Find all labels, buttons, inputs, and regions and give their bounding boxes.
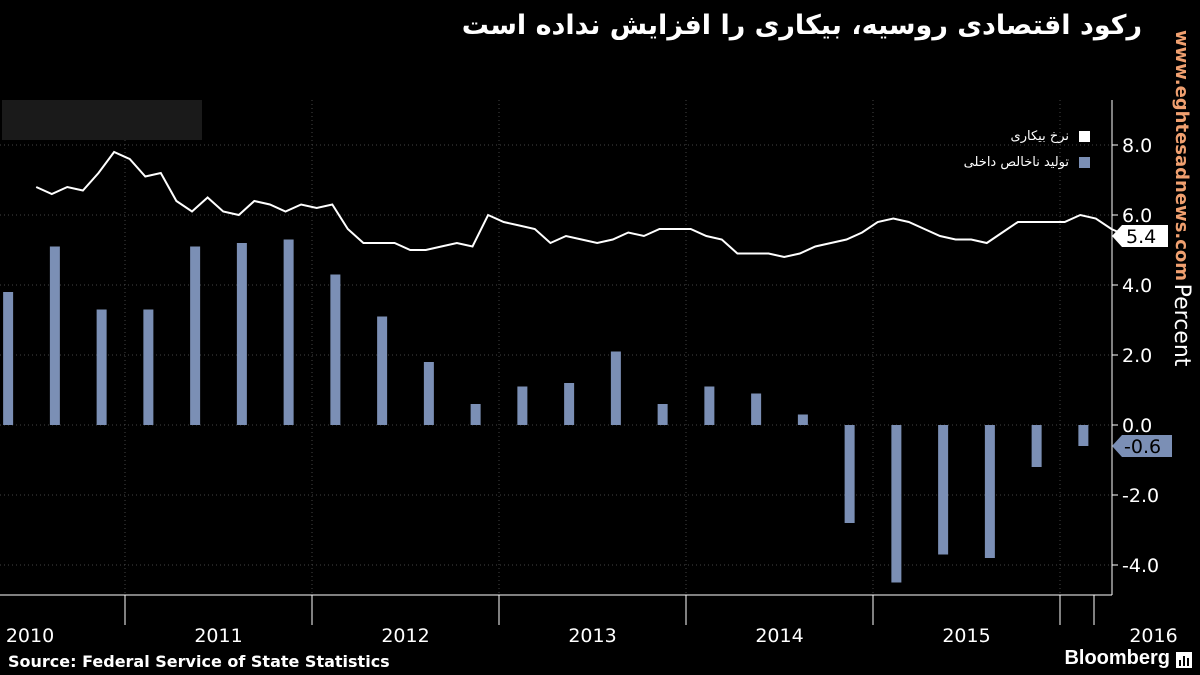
legend-label-gdp: تولید ناخالص داخلی (963, 154, 1069, 170)
gdp-bars (3, 239, 1089, 583)
year-label-2013: 2013 (568, 625, 616, 647)
legend-swatch-gdp (1079, 156, 1090, 168)
gdp-bar-2012-Q2 (377, 316, 388, 425)
y-axis: 8.0 6.0 4.0 2.0 0.0 -2.0 -4.0 (1111, 100, 1159, 595)
y-tick-label: -2.0 (1122, 485, 1159, 507)
gdp-bar-2013-Q4 (657, 404, 668, 425)
legend-swatch-unemployment (1079, 130, 1090, 142)
gdp-bar-2015-Q4 (1031, 425, 1042, 467)
y-tick-label: 6.0 (1122, 205, 1152, 227)
gdp-bar-2014-Q4 (844, 425, 855, 523)
gdp-bar-2011-Q1 (143, 309, 154, 425)
y-axis-label: Percent (1169, 284, 1194, 367)
legend-label-unemployment: نرخ بیکاری (1010, 128, 1069, 144)
gdp-bar-2014-Q2 (751, 393, 762, 425)
gdp-bar-2013-Q1 (517, 386, 528, 425)
gdp-bar-2016-Q1 (1078, 425, 1089, 446)
legend-item-gdp: تولید ناخالص داخلی (964, 149, 1090, 175)
gdp-bar-2013-Q3 (610, 351, 621, 425)
gdp-bar-2011-Q2 (190, 246, 201, 425)
y-tick-label: 4.0 (1122, 275, 1152, 297)
gdp-bar-2010-Q2 (3, 292, 14, 425)
unemployment-last-tag (1112, 225, 1168, 247)
gdp-bar-2015-Q1 (891, 425, 902, 583)
legend: نرخ بیکاری تولید ناخالص داخلی (964, 123, 1090, 175)
x-axis: 2010 2011 2012 2013 2014 2015 2016 (0, 594, 1178, 647)
gdp-bar-2014-Q3 (797, 414, 808, 425)
y-tick-label: 8.0 (1122, 135, 1152, 157)
gdp-bar-2012-Q3 (423, 362, 434, 425)
watermark: www.eghtesadnews.com (1171, 30, 1192, 282)
bloomberg-icon (1176, 652, 1192, 668)
year-label-2012: 2012 (381, 625, 429, 647)
year-label-2011: 2011 (194, 625, 242, 647)
y-tick-label: 0.0 (1122, 415, 1152, 437)
gdp-bar-2011-Q4 (283, 239, 294, 425)
gdp-bar-2012-Q4 (470, 404, 481, 425)
gdp-bar-2015-Q2 (938, 425, 949, 555)
gdp-bar-2014-Q1 (704, 386, 715, 425)
gdp-bar-2012-Q1 (330, 274, 341, 425)
year-label-2016: 2016 (1129, 625, 1177, 647)
brand-logo: Bloomberg (1064, 647, 1170, 669)
chart-title: رکود اقتصادی روسیه، بیکاری را افزایش ندا… (461, 10, 1142, 41)
unemployment-series (35, 150, 1128, 259)
gdp-bar-2015-Q3 (984, 425, 995, 558)
gdp-last-label: -0.6 (1124, 436, 1161, 458)
grid-lines (0, 100, 1112, 595)
legend-item-unemployment: نرخ بیکاری (964, 123, 1090, 149)
last-value-labels: 5.4 -0.6 (1112, 225, 1172, 458)
y-tick-label: 2.0 (1122, 345, 1152, 367)
year-label-2014: 2014 (755, 625, 803, 647)
gdp-bar-2011-Q3 (236, 243, 247, 425)
legend-box (2, 100, 202, 140)
gdp-bar-2010-Q3 (49, 246, 60, 425)
year-label-2010: 2010 (6, 625, 54, 647)
year-label-2015: 2015 (942, 625, 990, 647)
gdp-bar-2013-Q2 (564, 383, 575, 425)
gdp-last-tag (1112, 435, 1172, 457)
unemployment-last-label: 5.4 (1126, 226, 1156, 248)
y-tick-label: -4.0 (1122, 555, 1159, 577)
source-note: Source: Federal Service of State Statist… (8, 652, 390, 671)
gdp-bar-2010-Q4 (96, 309, 107, 425)
unemployment-line (35, 150, 1128, 259)
